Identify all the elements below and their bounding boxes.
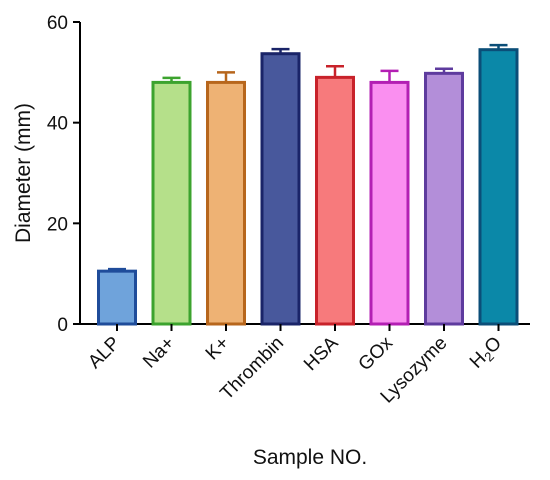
y-tick-label: 0 <box>57 315 68 336</box>
bar-gox <box>369 80 410 326</box>
bar-hsa <box>315 75 355 326</box>
bar-thrombin <box>260 52 301 326</box>
bars-group <box>97 48 519 326</box>
bar-lysozyme <box>424 71 464 326</box>
bar-na- <box>151 80 192 326</box>
y-tick-label: 20 <box>47 214 68 235</box>
y-tick-label: 60 <box>47 13 68 34</box>
bar-h2o <box>478 48 519 326</box>
x-tick-label: H2O <box>466 333 508 375</box>
x-axis-title: Sample NO. <box>253 446 367 469</box>
y-tick-label: 40 <box>47 114 68 135</box>
y-ticks-group: 0 20 40 60 <box>47 13 80 336</box>
x-tick-label: ALP <box>84 333 124 373</box>
x-tick-label: K+ <box>202 333 234 365</box>
bar-alp <box>97 269 137 326</box>
x-tick-label: Na+ <box>139 333 179 373</box>
x-tick-label: GOx <box>355 332 398 375</box>
x-tick-label: HSA <box>300 332 343 375</box>
error-bars-group <box>108 43 508 272</box>
y-axis-title: Diameter (mm) <box>12 103 35 243</box>
bar-k- <box>206 80 246 326</box>
